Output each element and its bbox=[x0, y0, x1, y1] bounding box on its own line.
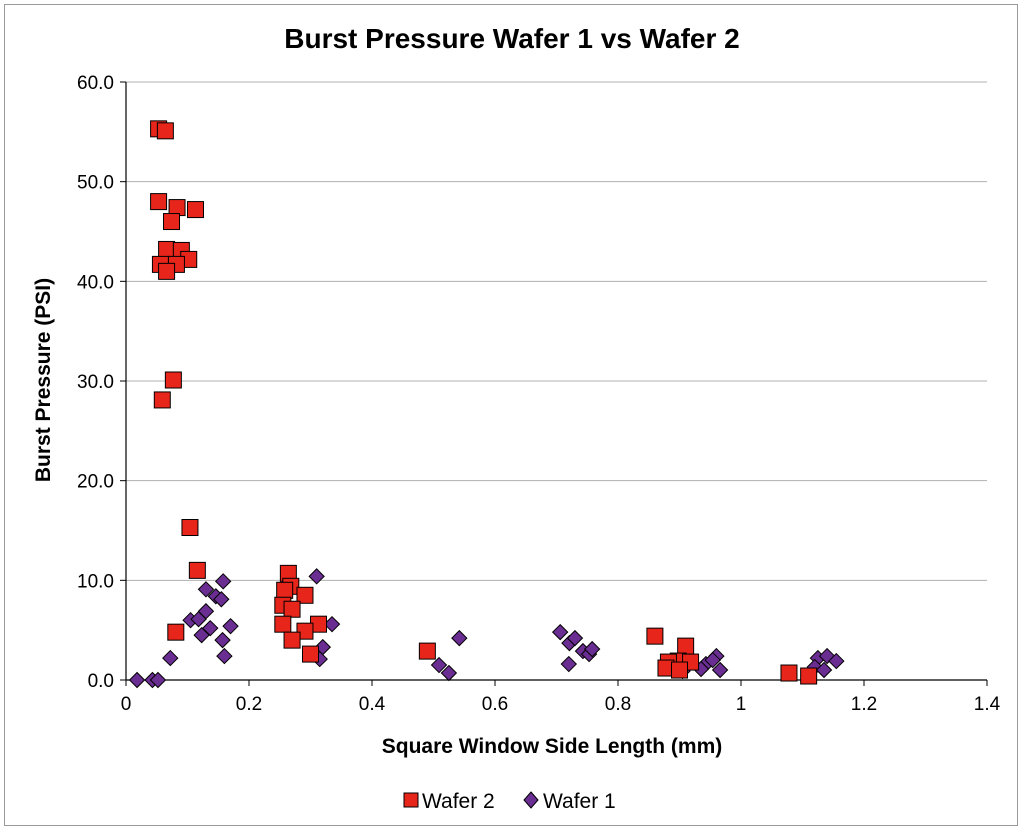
data-point-wafer-1 bbox=[197, 603, 215, 620]
data-point-wafer-1 bbox=[430, 656, 448, 674]
x-axis-title: Square Window Side Length (mm) bbox=[382, 735, 722, 758]
legend-marker-wafer-2 bbox=[403, 792, 419, 808]
y-tick-label: 60.0 bbox=[77, 73, 114, 94]
x-tick-label: 1 bbox=[736, 694, 747, 715]
data-point-wafer-1 bbox=[815, 661, 833, 679]
data-point-wafer-2 bbox=[671, 661, 688, 679]
data-point-wafer-1 bbox=[711, 661, 729, 679]
data-point-wafer-2 bbox=[283, 631, 301, 649]
chart-title: Burst Pressure Wafer 1 vs Wafer 2 bbox=[284, 23, 739, 54]
chart-frame bbox=[4, 4, 1018, 826]
axis-ticks: 0.0 10.0 20.0 30.0 40.0 50.0 60.0 0 0.2 0.4 0.6 0.8… bbox=[77, 73, 1001, 715]
data-point-wafer-2 bbox=[158, 262, 176, 280]
legend-marker-wafer-1 bbox=[523, 791, 539, 809]
x-tick-label: 1.4 bbox=[974, 694, 1001, 715]
y-axis-title: Burst Pressure (PSI) bbox=[32, 278, 55, 482]
data-point-wafer-2 bbox=[153, 391, 171, 409]
x-tick-label: 1.2 bbox=[851, 694, 877, 715]
data-point-wafer-2 bbox=[167, 623, 185, 641]
data-point-wafer-1 bbox=[451, 629, 468, 647]
data-point-wafer-1 bbox=[162, 649, 179, 667]
data-point-wafer-2 bbox=[646, 627, 664, 645]
data-point-wafer-1 bbox=[214, 573, 232, 590]
data-point-wafer-1 bbox=[704, 651, 721, 669]
data-point-wafer-2 bbox=[418, 642, 436, 660]
data-point-wafer-1 bbox=[440, 664, 458, 682]
data-point-wafer-2 bbox=[158, 240, 176, 258]
data-point-wafer-1 bbox=[213, 591, 230, 608]
data-point-wafer-1 bbox=[828, 652, 845, 670]
data-point-wafer-2 bbox=[296, 622, 314, 640]
data-point-wafer-2 bbox=[296, 586, 314, 604]
data-point-wafer-2 bbox=[163, 213, 181, 231]
data-point-wafer-1 bbox=[583, 640, 601, 658]
data-point-wafer-1 bbox=[202, 619, 219, 637]
data-point-wafer-2 bbox=[150, 193, 168, 211]
data-point-wafer-1 bbox=[216, 647, 233, 665]
gridlines bbox=[126, 81, 987, 581]
data-point-wafer-1 bbox=[551, 623, 569, 641]
y-tick-label: 50.0 bbox=[77, 173, 114, 194]
legend-label-wafer-2: Wafer 2 bbox=[422, 790, 495, 813]
data-point-wafer-2 bbox=[780, 664, 798, 682]
y-tick-label: 10.0 bbox=[77, 571, 114, 592]
y-tick-label: 30.0 bbox=[77, 372, 114, 393]
data-point-wafer-2 bbox=[164, 371, 182, 389]
data-point-wafer-1 bbox=[222, 617, 239, 635]
data-point-wafer-1 bbox=[214, 631, 231, 649]
data-point-wafer-1 bbox=[560, 655, 578, 673]
x-tick-label: 0.8 bbox=[605, 694, 631, 715]
y-tick-label: 0.0 bbox=[88, 671, 114, 692]
legend: Wafer 2 Wafer 1 bbox=[403, 790, 616, 813]
x-tick-label: 0 bbox=[121, 694, 132, 715]
data-point-wafer-1 bbox=[323, 615, 341, 633]
data-point-wafer-2 bbox=[800, 667, 818, 685]
data-point-wafer-1 bbox=[149, 671, 167, 689]
y-tick-label: 40.0 bbox=[77, 272, 114, 293]
data-points bbox=[128, 120, 845, 689]
data-point-wafer-1 bbox=[308, 568, 325, 585]
data-point-wafer-2 bbox=[677, 637, 695, 655]
data-point-wafer-2 bbox=[276, 581, 294, 599]
data-point-wafer-1 bbox=[128, 671, 146, 689]
y-tick-label: 20.0 bbox=[77, 472, 114, 493]
data-point-wafer-2 bbox=[274, 615, 292, 633]
data-point-wafer-2 bbox=[181, 519, 199, 537]
data-point-wafer-2 bbox=[302, 645, 319, 663]
x-tick-label: 0.2 bbox=[236, 694, 262, 715]
x-tick-label: 0.4 bbox=[359, 694, 386, 715]
data-point-wafer-1 bbox=[197, 581, 215, 598]
data-point-wafer-2 bbox=[283, 600, 301, 618]
data-point-wafer-2 bbox=[186, 201, 204, 219]
x-tick-label: 0.6 bbox=[482, 694, 508, 715]
legend-label-wafer-1: Wafer 1 bbox=[543, 790, 616, 813]
data-point-wafer-2 bbox=[156, 122, 174, 140]
data-point-wafer-1 bbox=[566, 629, 584, 647]
data-point-wafer-2 bbox=[188, 561, 206, 579]
